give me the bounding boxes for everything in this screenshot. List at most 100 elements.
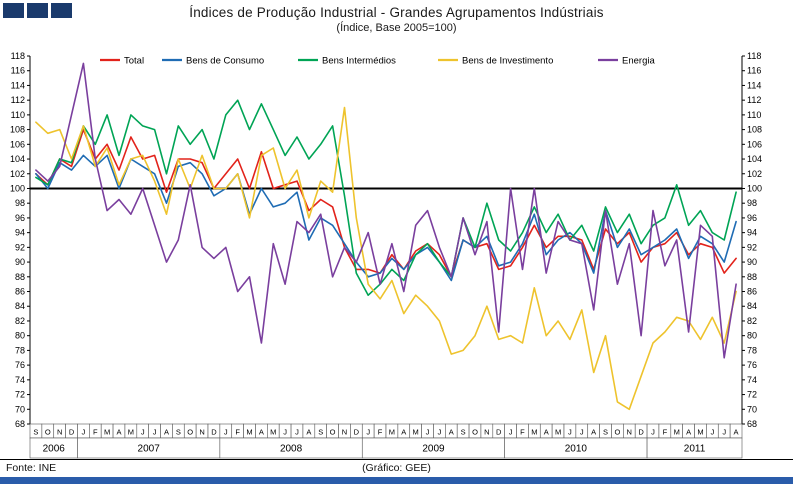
- y-tick-label-left: 88: [15, 272, 25, 282]
- y-tick-label-left: 110: [11, 110, 25, 120]
- y-tick-label-right: 104: [747, 154, 762, 164]
- month-label: J: [509, 428, 513, 437]
- series-line-bens-de-investimento: [35, 106, 737, 411]
- y-tick-label-left: 116: [11, 66, 25, 76]
- y-tick-label-left: 76: [15, 360, 25, 370]
- month-label: J: [153, 428, 157, 437]
- month-label: F: [235, 428, 240, 437]
- month-label: F: [93, 428, 98, 437]
- year-label: 2009: [422, 444, 445, 455]
- y-tick-label-right: 118: [747, 51, 761, 61]
- y-tick-label-right: 110: [747, 110, 761, 120]
- month-label: J: [426, 428, 430, 437]
- month-label: J: [283, 428, 287, 437]
- y-tick-label-left: 70: [15, 404, 25, 414]
- y-tick-label-right: 76: [747, 360, 757, 370]
- y-tick-label-left: 102: [10, 169, 25, 179]
- month-label: M: [104, 428, 110, 437]
- year-label: 2008: [280, 444, 303, 455]
- month-label: N: [199, 428, 204, 437]
- y-tick-label-left: 118: [11, 51, 25, 61]
- y-tick-label-left: 80: [15, 331, 25, 341]
- month-label: D: [496, 428, 502, 437]
- y-tick-label-right: 102: [747, 169, 762, 179]
- y-tick-label-left: 112: [11, 95, 25, 105]
- y-tick-label-left: 84: [15, 301, 25, 311]
- chart-svg: 68 68 70 70 72 72 74 74 76 76 78 78 80 80 82 82 84 84 86 86…: [10, 51, 762, 459]
- month-label: J: [141, 428, 145, 437]
- y-tick-label-right: 92: [747, 242, 757, 252]
- month-label: M: [531, 428, 537, 437]
- y-tick-label-left: 92: [15, 242, 25, 252]
- series-line-bens-interm-dios: [35, 99, 737, 296]
- month-label: D: [638, 428, 644, 437]
- logo: [3, 3, 72, 18]
- month-label: S: [318, 428, 323, 437]
- month-label: O: [472, 428, 478, 437]
- y-tick-label-right: 70: [747, 404, 757, 414]
- month-label: A: [686, 428, 691, 437]
- y-tick-label-right: 84: [747, 301, 757, 311]
- y-tick-label-right: 100: [747, 183, 762, 193]
- y-tick-label-right: 108: [747, 125, 762, 135]
- month-label: N: [57, 428, 62, 437]
- logo-square-icon: [3, 3, 24, 18]
- y-tick-label-right: 72: [747, 390, 757, 400]
- year-label: 2006: [43, 444, 66, 455]
- month-label: M: [555, 428, 561, 437]
- y-tick-label-right: 94: [747, 228, 757, 238]
- y-tick-label-left: 94: [15, 228, 25, 238]
- year-label: 2010: [565, 444, 588, 455]
- logo-square-icon: [27, 3, 48, 18]
- month-label: J: [722, 428, 726, 437]
- year-label: 2007: [138, 444, 161, 455]
- month-label: N: [484, 428, 489, 437]
- footer: Fonte: INE (Gráfico: GEE): [0, 459, 793, 476]
- y-tick-label-right: 112: [747, 95, 761, 105]
- y-tick-label-right: 98: [747, 198, 757, 208]
- month-label: N: [342, 428, 347, 437]
- month-label: O: [187, 428, 193, 437]
- y-tick-label-right: 114: [747, 80, 761, 90]
- month-label: S: [33, 428, 38, 437]
- month-label: O: [614, 428, 620, 437]
- month-label: M: [246, 428, 252, 437]
- month-label: A: [591, 428, 596, 437]
- y-tick-label-left: 114: [11, 80, 25, 90]
- page-subtitle: (Índice, Base 2005=100): [336, 22, 457, 34]
- y-tick-label-left: 100: [10, 183, 25, 193]
- page-title: Índices de Produção Industrial - Grandes…: [189, 5, 604, 20]
- month-label: F: [520, 428, 525, 437]
- month-label: A: [734, 428, 739, 437]
- month-label: D: [354, 428, 360, 437]
- month-label: M: [389, 428, 395, 437]
- y-tick-label-left: 74: [15, 375, 25, 385]
- legend-label: Bens de Consumo: [186, 56, 264, 67]
- month-label: N: [627, 428, 632, 437]
- month-label: J: [568, 428, 572, 437]
- series-line-energia: [35, 62, 737, 359]
- month-label: J: [82, 428, 86, 437]
- month-label: A: [259, 428, 264, 437]
- month-label: S: [461, 428, 466, 437]
- y-tick-label-left: 108: [10, 125, 25, 135]
- month-label: J: [438, 428, 442, 437]
- year-cell: [646, 437, 743, 459]
- y-tick-label-left: 68: [15, 419, 25, 429]
- y-tick-label-right: 88: [747, 272, 757, 282]
- y-tick-label-left: 90: [15, 257, 25, 267]
- y-tick-label-right: 116: [747, 66, 761, 76]
- footer-source: Fonte: INE: [6, 462, 57, 474]
- month-label: J: [580, 428, 584, 437]
- month-label: D: [211, 428, 217, 437]
- month-label: A: [116, 428, 121, 437]
- month-label: A: [401, 428, 406, 437]
- y-tick-label-left: 104: [10, 154, 25, 164]
- y-tick-label-right: 106: [747, 139, 762, 149]
- legend-label: Bens Intermédios: [322, 56, 396, 67]
- month-label: F: [378, 428, 383, 437]
- month-label: A: [449, 428, 454, 437]
- month-label: M: [697, 428, 703, 437]
- y-tick-label-right: 80: [747, 331, 757, 341]
